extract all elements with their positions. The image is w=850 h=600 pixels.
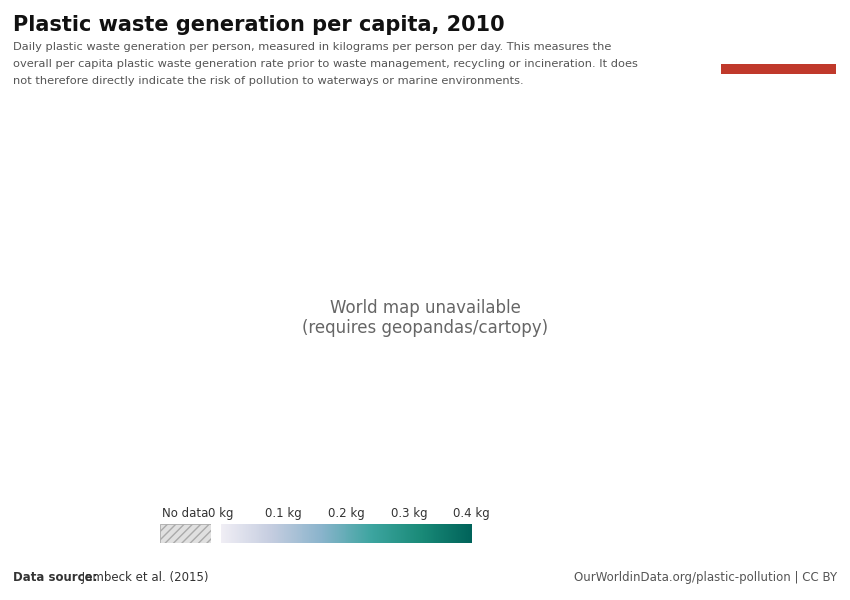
Text: Data source:: Data source: xyxy=(13,571,97,584)
Text: overall per capita plastic waste generation rate prior to waste management, recy: overall per capita plastic waste generat… xyxy=(13,59,638,69)
Text: 0 kg: 0 kg xyxy=(208,507,234,520)
Text: Daily plastic waste generation per person, measured in kilograms per person per : Daily plastic waste generation per perso… xyxy=(13,42,611,52)
Text: World map unavailable
(requires geopandas/cartopy): World map unavailable (requires geopanda… xyxy=(302,299,548,337)
Text: OurWorldinData.org/plastic-pollution | CC BY: OurWorldinData.org/plastic-pollution | C… xyxy=(574,571,837,584)
Text: Our World: Our World xyxy=(743,26,813,39)
Text: 0.3 kg: 0.3 kg xyxy=(391,507,428,520)
Text: 0.4 kg: 0.4 kg xyxy=(453,507,490,520)
Text: Jambeck et al. (2015): Jambeck et al. (2015) xyxy=(78,571,209,584)
Text: 0.2 kg: 0.2 kg xyxy=(328,507,365,520)
Text: 0.1 kg: 0.1 kg xyxy=(265,507,302,520)
Text: Plastic waste generation per capita, 2010: Plastic waste generation per capita, 201… xyxy=(13,15,504,35)
Text: in Data: in Data xyxy=(753,44,803,58)
Text: No data: No data xyxy=(162,507,208,520)
Text: not therefore directly indicate the risk of pollution to waterways or marine env: not therefore directly indicate the risk… xyxy=(13,76,524,86)
Bar xyxy=(721,64,836,74)
